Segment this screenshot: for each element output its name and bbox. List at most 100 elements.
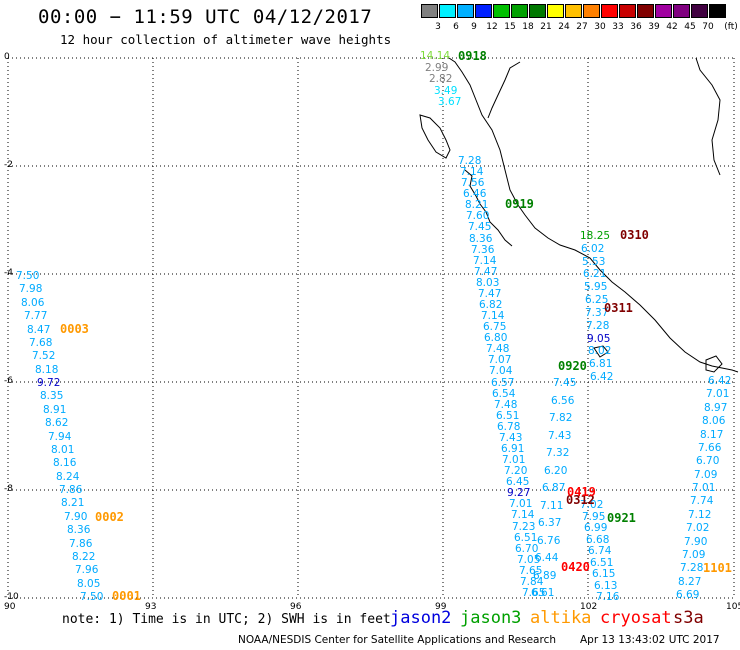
wave-height-label: 6.91: [501, 443, 525, 455]
wave-height-label: 2.99: [425, 62, 449, 74]
wave-height-label: 7.32: [546, 447, 570, 459]
wave-height-label: 7.45: [468, 221, 492, 233]
wave-height-label: 6.70: [696, 455, 720, 467]
wave-height-label: 8.02: [588, 345, 612, 357]
wave-height-label: 6.81: [589, 358, 613, 370]
wave-height-label: 7.43: [499, 432, 523, 444]
wave-height-label: 6.46: [463, 188, 487, 200]
scale-swatch: [421, 4, 438, 18]
wave-height-label: 6.51: [496, 410, 520, 422]
wave-height-label: 8.01: [51, 444, 75, 456]
legend-cryosat: cryosat: [600, 608, 672, 628]
wave-height-label: 8.03: [476, 277, 500, 289]
wave-height-label: 7.96: [75, 564, 99, 576]
coastline-north: [695, 57, 721, 176]
wave-height-label: 7.45: [553, 377, 577, 389]
wave-height-label: 7.52: [32, 350, 56, 362]
x-tick-label: 93: [145, 602, 157, 612]
wave-height-label: 7.90: [64, 511, 88, 523]
wave-height-label: 6.68: [586, 534, 610, 546]
wave-height-label: 2.82: [429, 73, 453, 85]
wave-height-label: 7.77: [24, 310, 48, 322]
scale-label: 45: [684, 22, 696, 32]
scale-label: 39: [648, 22, 660, 32]
pass-id: 0310: [620, 228, 649, 242]
wave-height-label: 6.57: [491, 377, 515, 389]
wave-height-label: 5.53: [582, 256, 606, 268]
page-subtitle: 12 hour collection of altimeter wave hei…: [60, 32, 392, 47]
scale-label: 12: [486, 22, 498, 32]
wave-height-label: 6.82: [479, 299, 503, 311]
wave-height-label: 7.82: [549, 412, 573, 424]
wave-height-label: 7.14: [460, 166, 484, 178]
x-tick-label: 105: [726, 602, 740, 612]
pass-id: 1101: [703, 561, 732, 575]
pass-id: 0419: [567, 485, 596, 499]
wave-height-label: 6.61: [531, 587, 555, 599]
wave-height-label: 7.14: [481, 310, 505, 322]
wave-height-label: 6.76: [537, 535, 561, 547]
scale-swatch: [529, 4, 546, 18]
wave-height-label: 6.25: [585, 294, 609, 306]
pass-id: 0920: [558, 359, 587, 373]
wave-height-label: 7.94: [48, 431, 72, 443]
wave-height-label: 7.12: [688, 509, 712, 521]
scale-swatch: [709, 4, 726, 18]
peninsula-baja: [419, 114, 451, 159]
wave-height-label: 8.47: [27, 324, 51, 336]
wave-height-label: 9.05: [587, 333, 611, 345]
pass-id: 0420: [561, 560, 590, 574]
wave-height-label: 8.05: [77, 578, 101, 590]
wave-height-label: 6.75: [483, 321, 507, 333]
scale-swatch: [655, 4, 672, 18]
island-cluster: [464, 169, 513, 247]
pass-id: 0311: [604, 301, 633, 315]
scale-swatch: [475, 4, 492, 18]
wave-height-label: 6.80: [484, 332, 508, 344]
scale-label: 33: [612, 22, 624, 32]
scale-label: 24: [558, 22, 570, 32]
wave-height-label: 7.14: [511, 509, 535, 521]
wave-height-label: 7.36: [471, 244, 495, 256]
wave-height-label: 8.97: [704, 402, 728, 414]
legend-jason3: jason3: [460, 608, 522, 628]
x-tick-label: 99: [435, 602, 447, 612]
wave-height-label: 8.06: [702, 415, 726, 427]
scale-label: 42: [666, 22, 678, 32]
pass-id: 0921: [607, 511, 636, 525]
scale-swatch: [673, 4, 690, 18]
wave-height-label: 7.50: [80, 591, 104, 603]
wave-height-label: 8.24: [56, 471, 80, 483]
page-title: 00:00 − 11:59 UTC 04/12/2017: [38, 6, 373, 28]
scale-swatch: [619, 4, 636, 18]
legend-s3a: s3a: [673, 608, 704, 628]
wave-height-label: 6.69: [676, 589, 700, 601]
legend-jason2: jason2: [390, 608, 452, 628]
wave-height-label: 8.27: [678, 576, 702, 588]
coastline-mainland: [448, 57, 739, 373]
wave-height-label: 6.42: [708, 375, 732, 387]
map-grid: [7, 57, 735, 599]
coastline-gulf-east: [487, 61, 521, 119]
credit-line: NOAA/NESDIS Center for Satellite Applica…: [238, 634, 556, 646]
wave-height-label: 7.28: [586, 320, 610, 332]
wave-height-label: 6.42: [590, 371, 614, 383]
wave-height-label: 7.74: [690, 495, 714, 507]
wave-height-label: 3.49: [434, 85, 458, 97]
wave-height-label: 6.13: [594, 580, 618, 592]
pass-id: 0312: [566, 493, 595, 507]
wave-height-label: 7.56: [461, 177, 485, 189]
wave-height-label: 7.01: [509, 498, 533, 510]
scale-label: 21: [540, 22, 552, 32]
wave-height-label: 7.09: [694, 469, 718, 481]
wave-height-label: 7.14: [473, 255, 497, 267]
legend-altika: altika: [530, 608, 592, 628]
pass-id: 0919: [505, 197, 534, 211]
wave-height-label: 6.51: [514, 532, 538, 544]
wave-height-label: 8.21: [61, 497, 85, 509]
scale-label: 15: [504, 22, 516, 32]
wave-height-label: 7.65: [522, 587, 546, 599]
wave-height-label: 7.86: [69, 538, 93, 550]
wave-height-label: 7.60: [466, 210, 490, 222]
